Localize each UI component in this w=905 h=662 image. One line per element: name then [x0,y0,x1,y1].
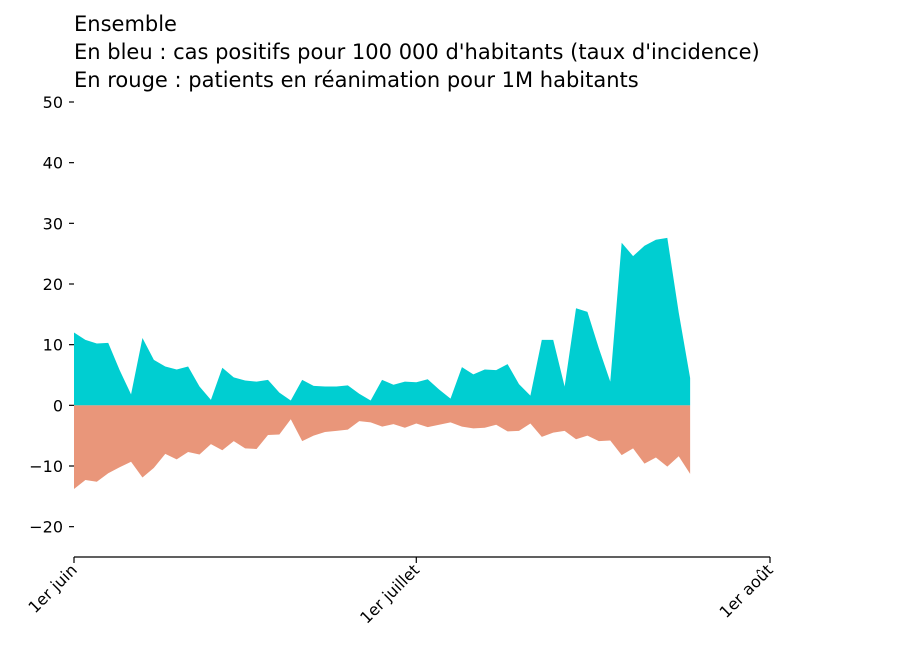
y-tick-label: −20 [29,518,63,537]
title-line-3: En rouge : patients en réanimation pour … [74,68,639,92]
series-area-cas-positifs [74,237,691,406]
y-tick-label: 0 [53,396,63,415]
y-tick-label: 20 [43,275,63,294]
y-tick-label: 30 [43,214,63,233]
x-axis: 1er juin 1er juillet 1er août [24,556,777,627]
title-line-1: Ensemble [74,12,177,36]
y-tick-label: 10 [43,336,63,355]
plot-areas [74,237,691,490]
y-tick-label: 40 [43,154,63,173]
y-tick-label: 50 [43,93,63,112]
x-tick-label: 1er juillet [356,560,423,627]
title-line-2: En bleu : cas positifs pour 100 000 d'ha… [74,40,760,64]
x-tick-label: 1er juin [24,560,80,616]
y-tick-label: −10 [29,457,63,476]
chart-title: Ensemble En bleu : cas positifs pour 100… [74,10,760,94]
x-tick-label: 1er août [716,560,777,621]
series-area-reanimation [74,405,691,490]
y-axis: −20 −10 0 10 20 30 40 50 [29,93,74,537]
